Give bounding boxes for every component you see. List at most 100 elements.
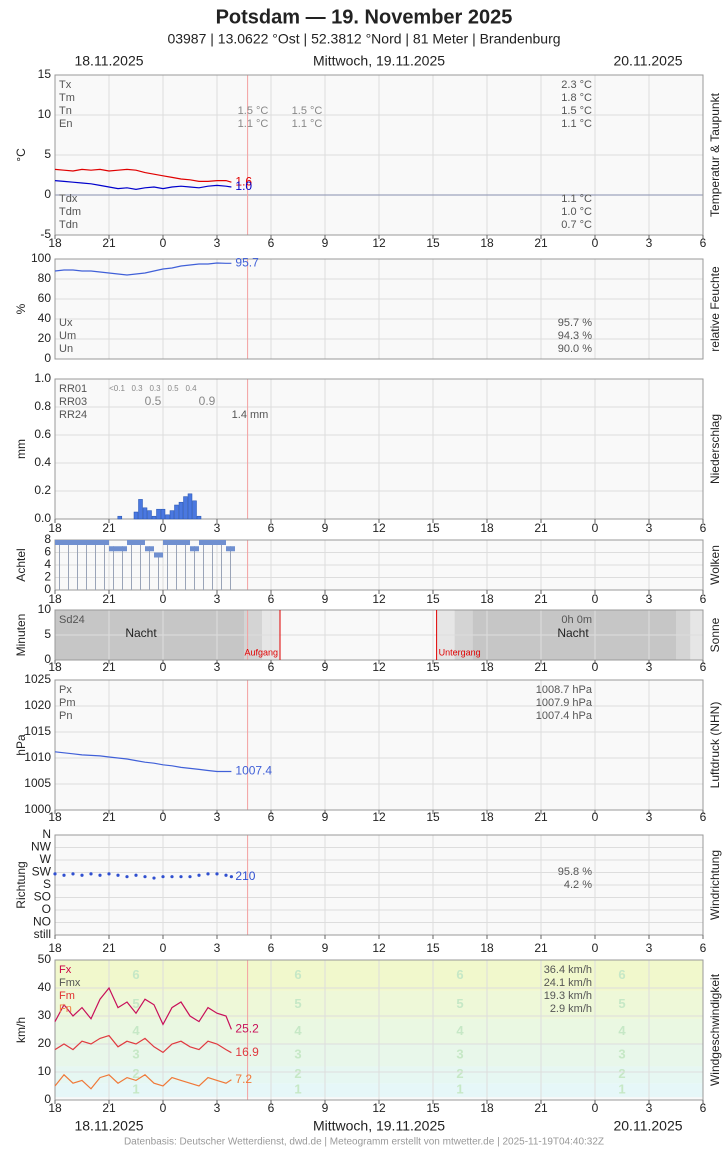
line [54,168,232,183]
x-tick-label: 21 [534,236,548,250]
x-tick-label: 18 [48,521,62,535]
x-tick-label: 6 [268,810,275,824]
cloud-cap [199,540,208,545]
end-label: 16.9 [235,1045,259,1059]
side-label: Luftdruck (NHN) [708,702,722,789]
direction-dot [89,872,93,876]
y-axis-label: Minuten [14,614,28,657]
x-tick-label: 15 [426,592,440,606]
beaufort-label: 3 [456,1047,463,1062]
y-tick-label: 10 [38,602,52,616]
cloud-bar [122,546,123,590]
x-tick-label: 18 [480,592,494,606]
x-tick-label: 18 [480,1101,494,1115]
sunset-label: Untergang [439,647,481,657]
y-tick-label: 2 [44,570,51,584]
y-tick-label: 80 [38,271,52,285]
y-tick-label: 1025 [24,672,51,686]
y-tick-label: W [40,852,52,866]
direction-dot [188,875,192,879]
direction-dot [62,873,66,877]
x-tick-label: 21 [102,1101,116,1115]
stat-label: RR24 [59,409,87,421]
x-tick-label: 3 [646,810,653,824]
stat-mid: 0.5 [167,384,179,393]
cloud-bar [149,546,150,590]
cloud-cap [154,552,163,558]
y-tick-label: 0.2 [34,483,51,497]
beaufort-label: 1 [456,1082,463,1097]
y-tick-label: 5 [44,627,51,641]
x-tick-label: 6 [268,521,275,535]
direction-dot [116,873,120,877]
x-tick-label: 12 [372,810,386,824]
precip-bar [165,514,170,520]
stat-label: Tn [59,105,72,117]
cloud-cap [190,546,199,552]
stat-label: RR01 [59,383,87,395]
stat-value: 1.5 °C [561,105,592,117]
beaufort-label: 6 [132,967,139,982]
direction-dot [197,873,201,877]
stat-value: 95.7 % [558,317,592,329]
x-tick-label: 9 [322,592,329,606]
direction-dot [107,872,111,876]
y-tick-label: 0.0 [34,511,51,525]
y-tick-label: S [43,877,51,891]
cloud-bar [140,540,141,590]
cloud-bar [185,540,186,590]
beaufort-label: 5 [618,996,625,1011]
cloud-cap [82,540,91,545]
y-tick-label: 40 [38,311,52,325]
y-tick-label: 20 [38,1036,52,1050]
stat-value: 1007.4 hPa [536,710,593,722]
x-tick-label: 3 [214,592,221,606]
beaufort-label: 3 [294,1047,301,1062]
cloud-cap [163,540,172,545]
x-tick-label: 3 [646,941,653,955]
beaufort-label: 4 [294,1023,302,1038]
precip-bar [196,515,202,520]
beaufort-label: 5 [294,996,301,1011]
beaufort-label: 5 [132,996,139,1011]
x-tick-label: 3 [214,660,221,674]
end-label: 210 [235,869,255,883]
direction-dot [206,872,210,876]
x-tick-label: 6 [268,941,275,955]
cloud-bar [221,540,222,590]
x-tick-label: 18 [48,592,62,606]
x-tick-label: 0 [160,1101,167,1115]
precip-bar [156,508,161,520]
y-axis-label: % [14,303,28,314]
cloud-cap [55,540,64,545]
x-tick-label: 9 [322,521,329,535]
y-axis-label: hPa [14,734,28,756]
x-tick-label: 3 [646,592,653,606]
x-tick-label: 3 [214,941,221,955]
stat-mid: <0.1 [109,384,125,393]
direction-dot [98,873,102,877]
stat-value: 1.1 °C [561,118,592,130]
x-tick-label: 18 [48,660,62,674]
y-tick-label: still [34,927,51,941]
x-tick-label: 12 [372,660,386,674]
x-tick-label: 21 [534,1101,548,1115]
precip-bar [142,507,148,520]
x-tick-label: 0 [160,660,167,674]
side-label: relative Feuchte [708,266,722,352]
y-tick-label: -5 [40,227,51,241]
stat-mid: 1.5 °C [292,105,323,117]
x-tick-label: 9 [322,810,329,824]
end-label: 1.0 [235,179,252,193]
x-tick-label: 21 [102,592,116,606]
y-tick-label: 0.4 [34,455,51,469]
y-tick-label: NO [33,915,51,929]
precip-bar [151,515,157,520]
y-tick-label: 0 [44,351,51,365]
y-tick-label: 0.8 [34,399,51,413]
precip-bar [138,499,143,520]
x-tick-label: 18 [480,521,494,535]
direction-dot [215,872,219,876]
y-tick-label: 1010 [24,750,51,764]
x-tick-label: 0 [160,521,167,535]
